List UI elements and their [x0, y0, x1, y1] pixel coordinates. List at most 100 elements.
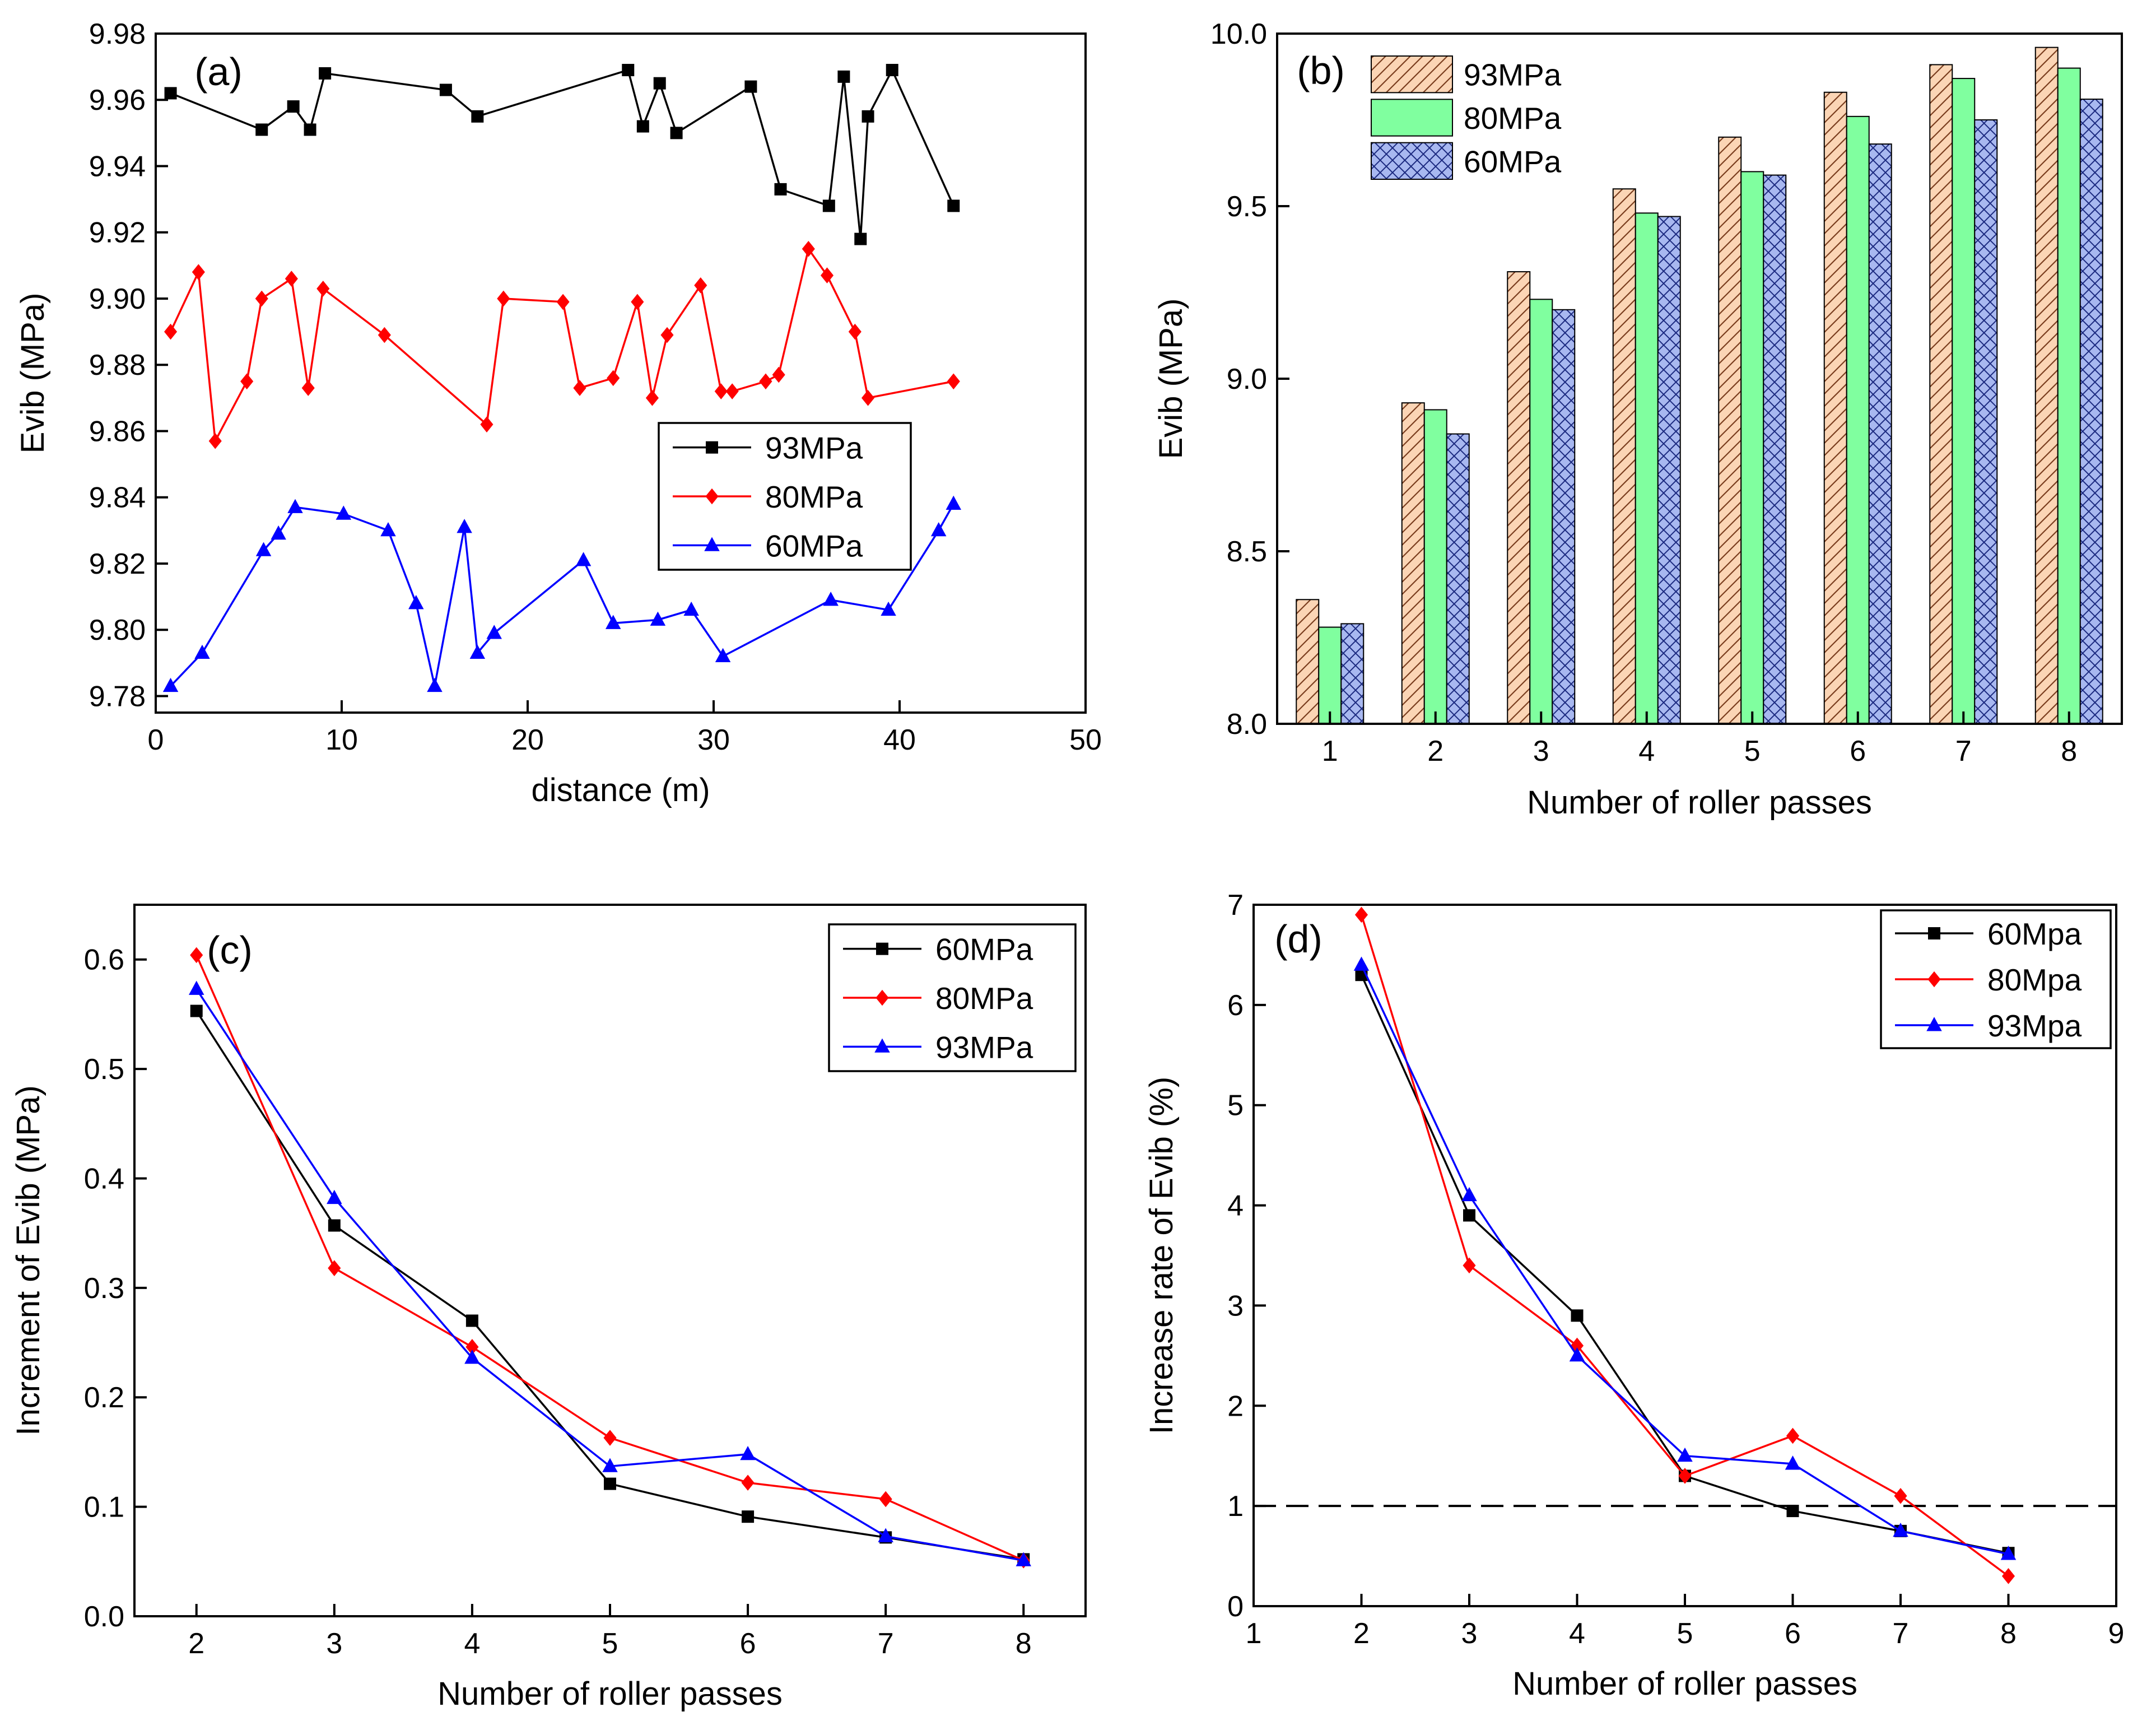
data-point [1461, 1187, 1477, 1202]
data-point [162, 677, 179, 692]
legend-label: 60MPa [935, 932, 1033, 967]
y-axis-label: Evib (MPa) [15, 293, 51, 454]
data-point [683, 601, 699, 616]
data-point [645, 390, 659, 406]
data-point [304, 123, 316, 136]
x-tick-label: 50 [1069, 724, 1102, 756]
plot-frame [155, 32, 1087, 714]
data-point [164, 87, 177, 100]
data-point [1016, 1552, 1032, 1566]
x-tick-label: 4 [464, 1627, 480, 1660]
bar [1340, 623, 1365, 724]
x-tick-label: 8 [2061, 735, 2077, 768]
data-point [208, 432, 222, 449]
data-point [879, 1491, 892, 1508]
x-tick-label: 4 [1638, 735, 1655, 768]
data-point [255, 290, 268, 307]
y-tick-label: 0.3 [84, 1272, 124, 1305]
bar [1296, 599, 1320, 724]
data-point [1894, 1487, 1907, 1504]
data-point [287, 499, 303, 513]
data-point [190, 947, 203, 964]
y-tick-label: 2 [1227, 1390, 1244, 1422]
y-tick-label: 0.4 [84, 1162, 124, 1195]
legend-label: 93MPa [935, 1030, 1033, 1064]
y-tick-label: 0 [1227, 1590, 1244, 1623]
bar [1635, 212, 1659, 724]
bar [1507, 271, 1531, 725]
x-tick-label: 2 [1427, 735, 1443, 768]
x-axis-label: distance (m) [531, 772, 710, 808]
data-point [240, 373, 254, 390]
series-93MPa [188, 980, 1032, 1566]
y-tick-label: 9.0 [1227, 363, 1267, 396]
series-60MPa [190, 1004, 1030, 1566]
x-tick-label: 5 [1744, 735, 1761, 768]
bar [1846, 115, 1870, 725]
data-point [878, 1528, 893, 1542]
data-point [328, 1219, 341, 1232]
y-tick-label: 9.78 [89, 680, 146, 713]
x-tick-label: 1 [1322, 735, 1338, 768]
x-tick-label: 2 [188, 1627, 204, 1660]
legend-swatch [1371, 142, 1453, 180]
data-point [822, 199, 835, 212]
legend-label: 80Mpa [1987, 962, 2082, 997]
panel-label: (b) [1297, 49, 1345, 92]
y-axis-label: Increase rate of Evib (%) [1143, 1077, 1180, 1434]
panel-label: (a) [194, 50, 243, 94]
data-point [774, 183, 787, 196]
legend-marker [874, 1038, 890, 1053]
data-point [725, 383, 739, 399]
data-point [823, 592, 839, 606]
data-point [469, 644, 486, 659]
y-tick-label: 9.98 [89, 18, 146, 50]
data-point [486, 625, 502, 639]
data-point [427, 677, 443, 692]
legend-swatch [1371, 99, 1453, 137]
x-tick-label: 8 [1016, 1627, 1032, 1660]
bar [1423, 409, 1447, 724]
data-point [573, 380, 586, 396]
bar [1974, 119, 1998, 724]
data-point [802, 240, 815, 257]
data-point [255, 123, 268, 136]
data-point [837, 70, 850, 83]
bar [1952, 78, 1976, 725]
y-axis-label: Increment of Evib (MPa) [10, 1085, 46, 1435]
y-tick-label: 4 [1227, 1190, 1244, 1222]
series-93MPa [164, 64, 960, 245]
x-tick-label: 0 [148, 724, 164, 756]
legend-marker [1926, 1017, 1942, 1031]
data-point [714, 383, 728, 399]
data-point [480, 416, 493, 432]
legend: 93MPa 80MPa 60MPa [1371, 55, 1562, 180]
data-point [653, 77, 666, 90]
legend-marker [1928, 927, 1940, 939]
data-point [336, 505, 352, 520]
data-point [328, 1260, 341, 1276]
legend-marker [706, 441, 718, 454]
y-tick-label: 5 [1227, 1090, 1244, 1122]
legend-label: 60MPa [1464, 144, 1562, 179]
x-tick-label: 3 [1533, 735, 1549, 768]
legend-label: 93MPa [765, 431, 863, 466]
data-point [862, 110, 874, 123]
x-axis-label: Number of roller passes [437, 1676, 783, 1712]
legend-label: 80MPa [1464, 101, 1562, 136]
data-point [2000, 1546, 2017, 1560]
bar [1318, 626, 1342, 725]
bar [1552, 309, 1576, 724]
panel-label: (c) [207, 928, 253, 972]
x-tick-label: 8 [2000, 1617, 2017, 1650]
legend-marker [876, 989, 889, 1006]
x-tick-label: 4 [1569, 1617, 1585, 1650]
bar [1446, 433, 1470, 724]
data-point [848, 323, 862, 340]
bar [1868, 143, 1892, 724]
data-point [1786, 1427, 1800, 1444]
data-point [650, 611, 666, 626]
series-60MPa [162, 495, 962, 692]
series-line [195, 988, 1024, 1562]
